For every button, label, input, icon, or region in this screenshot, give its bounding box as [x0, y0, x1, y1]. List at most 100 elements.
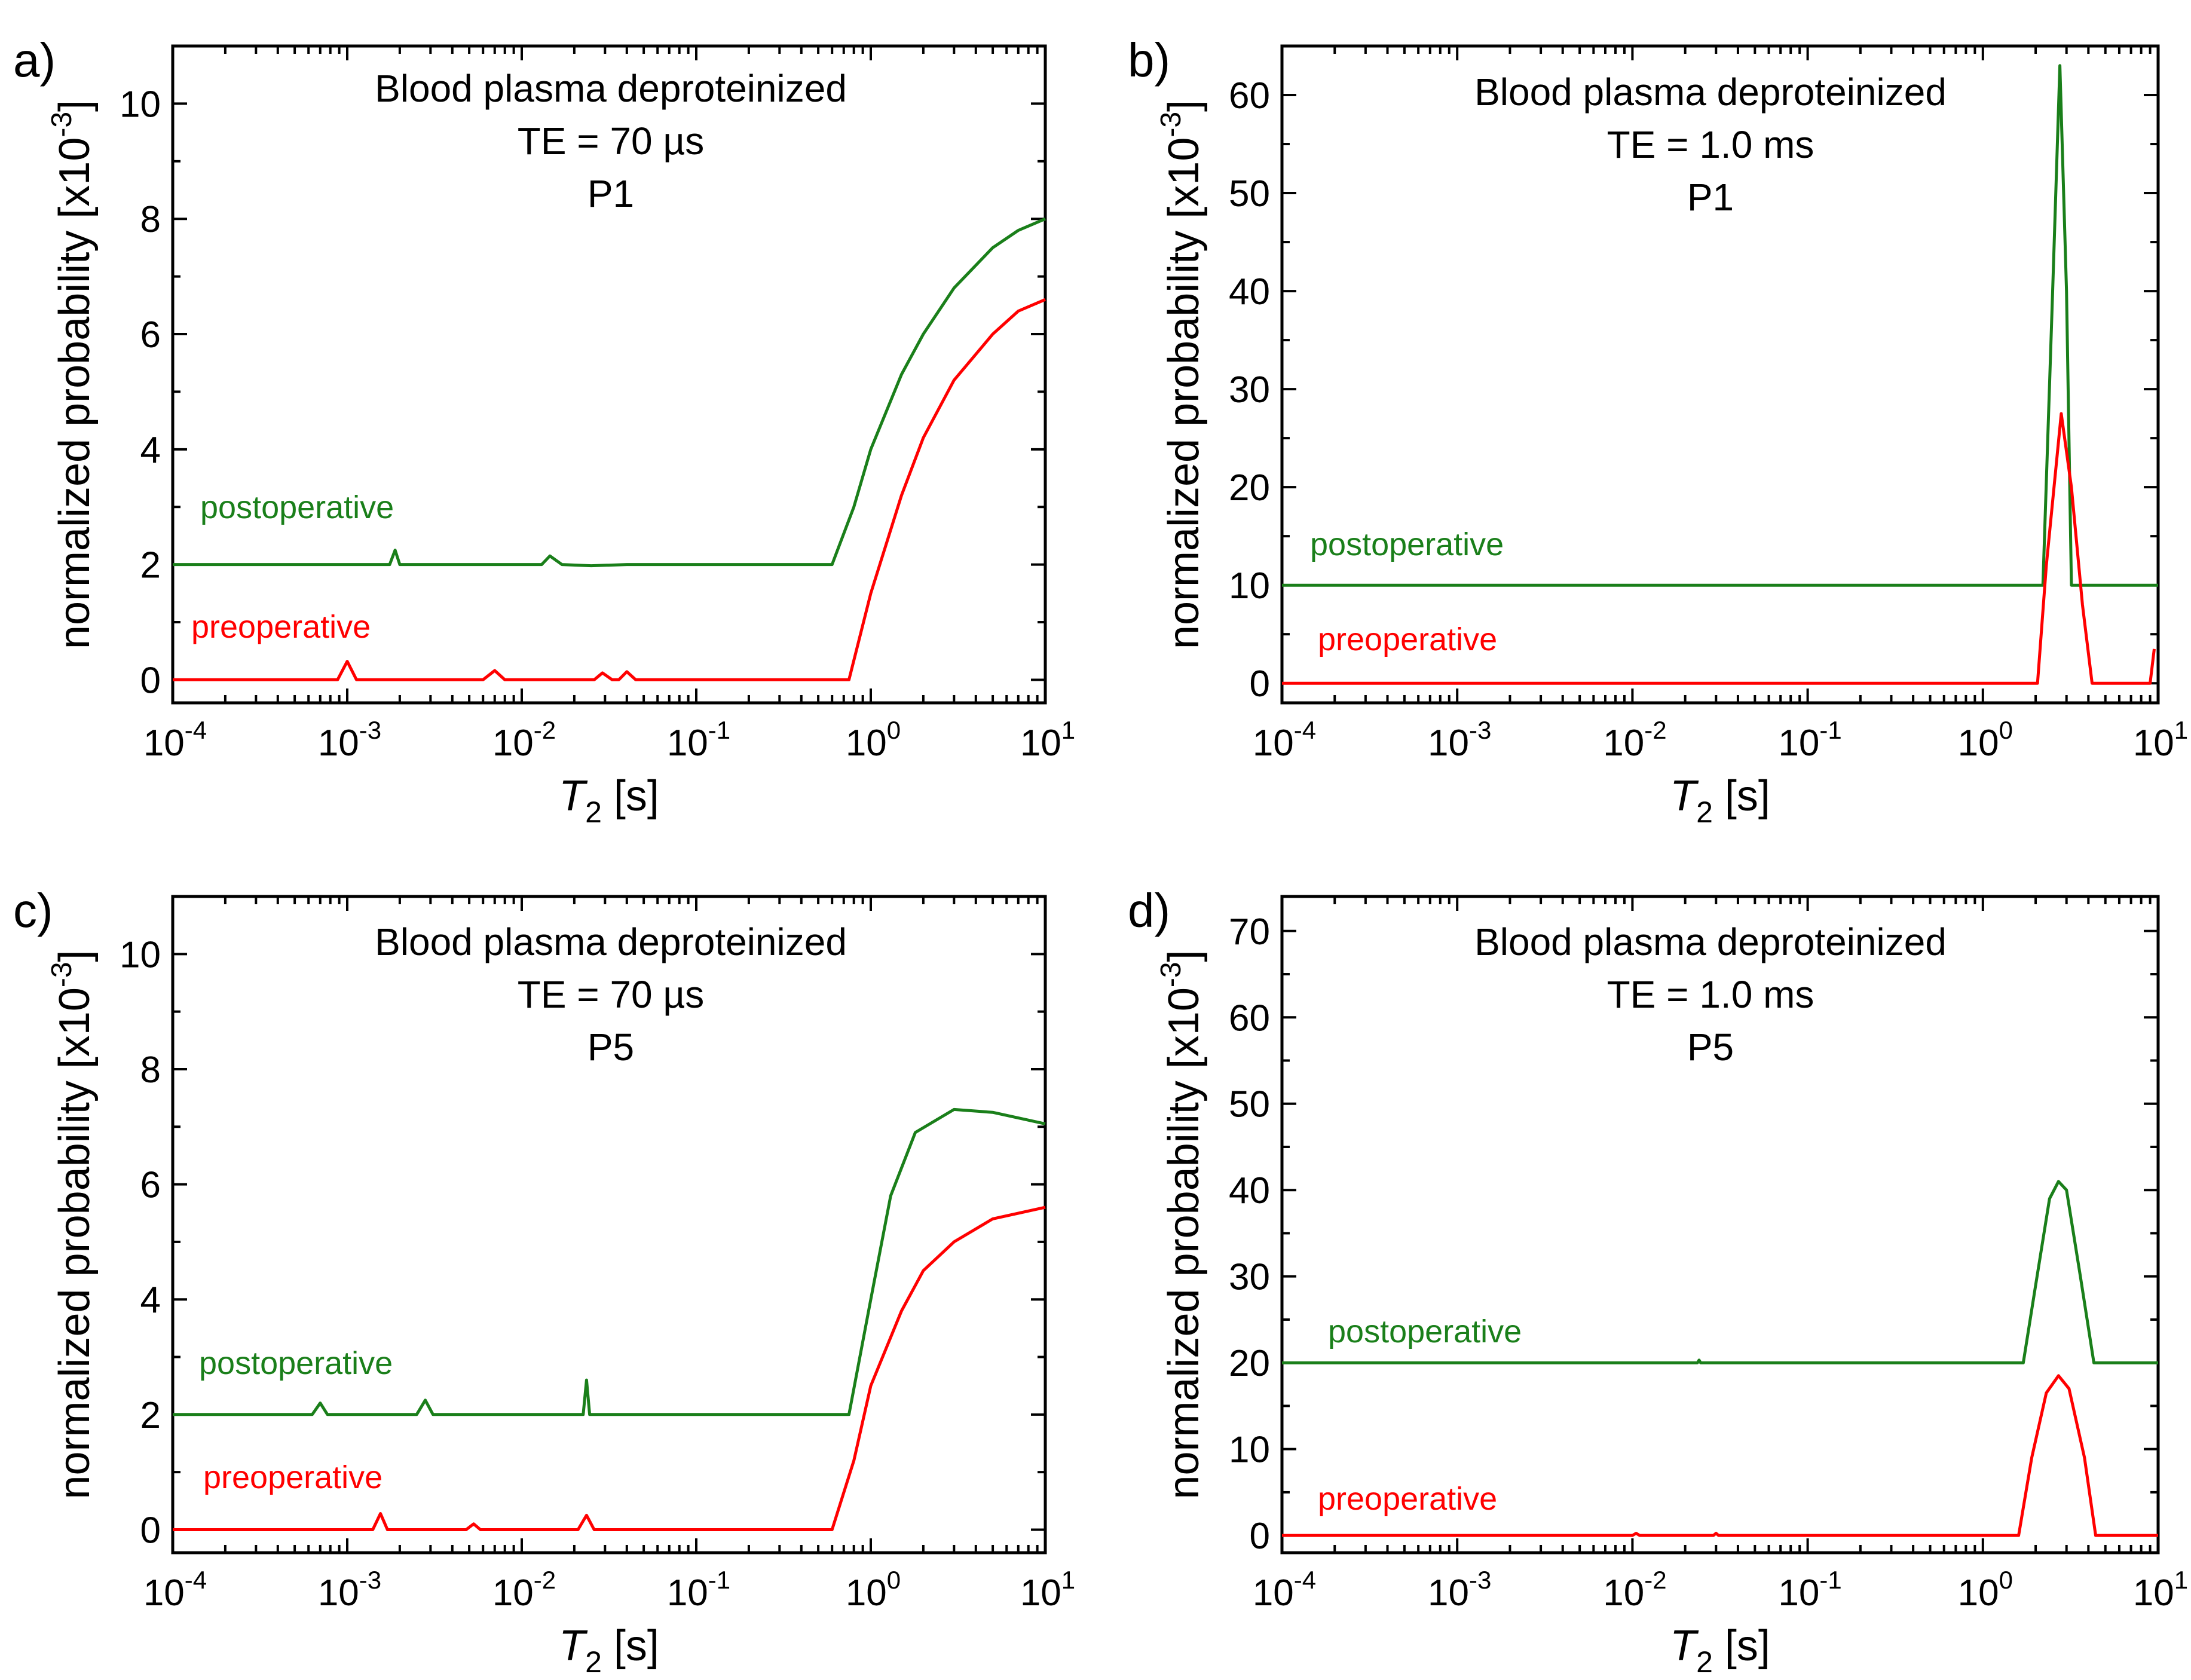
x-tick-label: 10-3 [1428, 716, 1491, 764]
panel-label: d) [1128, 884, 1170, 937]
y-axis-label: normalized probability [x10-3] [1155, 100, 1208, 649]
x-axis-label: T2 [s] [559, 772, 659, 829]
series-label-preoperative: preoperative [1318, 1481, 1497, 1517]
panel-title-line: Blood plasma deproteinized [375, 920, 847, 963]
x-tick-label: 100 [846, 716, 901, 764]
series-line-preoperative [173, 298, 1046, 681]
panel-title-line: P5 [587, 1026, 634, 1069]
series-label-preoperative: preoperative [203, 1459, 382, 1495]
y-tick-label: 40 [1229, 271, 1270, 313]
panel-title-line: TE = 1.0 ms [1607, 123, 1814, 166]
y-tick-label: 60 [1229, 75, 1270, 117]
y-tick-label: 4 [140, 430, 161, 471]
x-axis-label: T2 [s] [1670, 1622, 1770, 1679]
y-tick-label: 0 [140, 660, 161, 701]
y-tick-label: 0 [140, 1510, 161, 1551]
x-tick-label: 10-1 [667, 1566, 730, 1614]
y-tick-label: 20 [1229, 467, 1270, 509]
series-label-postoperative: postoperative [199, 1345, 393, 1381]
series-label-postoperative: postoperative [1328, 1314, 1522, 1349]
x-axis-label: T2 [s] [1670, 772, 1770, 829]
x-tick-label: 10-1 [1778, 716, 1841, 764]
panel-title-line: P1 [1687, 176, 1734, 219]
x-tick-label: 101 [2133, 716, 2188, 764]
x-ticks [1281, 46, 2159, 703]
panel-title-line: Blood plasma deproteinized [375, 67, 847, 110]
y-tick-label: 8 [140, 1049, 161, 1091]
y-tick-label: 8 [140, 199, 161, 240]
y-tick-label: 0 [1250, 1516, 1270, 1557]
panel-title-line: Blood plasma deproteinized [1474, 71, 1947, 114]
y-ticks [1282, 929, 2158, 1537]
plot-frame [171, 895, 1047, 1554]
x-tick-label: 100 [1958, 1566, 2013, 1614]
series-line-preoperative [1282, 1374, 2158, 1537]
panel-d: 10-4 10-3 10-2 10-1 100 101010203040506070T2 … [1128, 884, 2188, 1679]
panel-title-line: P5 [1687, 1026, 1734, 1069]
y-tick-label: 6 [140, 1165, 161, 1206]
x-tick-label: 100 [1958, 716, 2013, 764]
y-tick-label: 10 [120, 84, 161, 125]
series-line-preoperative [173, 1205, 1046, 1531]
panel-title-line: P1 [587, 172, 634, 215]
panel-a: 10-4 10-3 10-2 10-1 100 101 0 2 4 6 8 10 T2 [s] norma… [13, 33, 1075, 829]
y-tick-label: 20 [1229, 1343, 1270, 1384]
x-tick-label: 100 [846, 1566, 901, 1614]
x-tick-label: 10-2 [492, 1566, 556, 1614]
x-tick-label: 10-3 [1428, 1566, 1491, 1614]
y-tick-label: 10 [1229, 1430, 1270, 1471]
x-ticks [172, 46, 1046, 703]
panel-label: c) [13, 884, 53, 937]
y-axis-label: normalized probability [x10-3] [46, 950, 99, 1499]
x-ticks [172, 896, 1046, 1553]
x-tick-label: 10-2 [1603, 1566, 1666, 1614]
x-axis-label: T2 [s] [559, 1622, 659, 1679]
series-line-preoperative [1282, 412, 2156, 685]
series-line-postoperative [173, 217, 1046, 568]
panel-title-line: TE = 70 µs [518, 120, 705, 163]
x-tick-label: 10-4 [1253, 1566, 1316, 1614]
series-line-postoperative [173, 1107, 1046, 1416]
y-tick-label: 0 [1250, 663, 1270, 705]
x-tick-label: 10-3 [318, 1566, 381, 1614]
panel-label: b) [1128, 33, 1170, 87]
series-line-postoperative [1282, 1180, 2158, 1364]
x-ticks [1281, 896, 2159, 1553]
y-tick-label: 6 [140, 314, 161, 356]
x-tick-label: 10-4 [143, 1566, 207, 1614]
y-tick-label: 4 [140, 1280, 161, 1321]
x-tick-label: 101 [1020, 1566, 1075, 1614]
panel-label: a) [13, 33, 56, 87]
series-label-postoperative: postoperative [1310, 527, 1504, 562]
y-tick-label: 70 [1229, 911, 1270, 953]
panel-title-line: Blood plasma deproteinized [1474, 920, 1947, 963]
y-ticks [173, 953, 1045, 1531]
panel-c: 10-4 10-3 10-2 10-1 100 101 0 2 4 6 8 10 T2 [s] norma… [13, 884, 1075, 1679]
x-tick-label: 10-1 [1778, 1566, 1841, 1614]
series-label-preoperative: preoperative [1318, 622, 1497, 657]
y-tick-label: 10 [1229, 565, 1270, 607]
x-tick-label: 10-3 [318, 716, 381, 764]
x-tick-label: 10-2 [492, 716, 556, 764]
y-axis-label: normalized probability [x10-3] [46, 100, 99, 649]
x-tick-label: 10-1 [667, 716, 730, 764]
plot-frame [171, 44, 1047, 705]
panel-title-line: TE = 70 µs [518, 973, 705, 1016]
y-tick-label: 40 [1229, 1170, 1270, 1211]
panel-title-line: TE = 1.0 ms [1607, 973, 1814, 1016]
x-tick-label: 101 [2133, 1566, 2188, 1614]
y-tick-label: 60 [1229, 997, 1270, 1039]
y-tick-label: 2 [140, 1395, 161, 1436]
plot-frame [1280, 44, 2160, 705]
y-tick-label: 10 [120, 934, 161, 975]
y-tick-label: 50 [1229, 1084, 1270, 1125]
series-label-postoperative: postoperative [200, 489, 394, 525]
plot-frame [1280, 895, 2160, 1554]
x-tick-label: 10-4 [1253, 716, 1316, 764]
series-line-postoperative [1282, 64, 2158, 587]
x-tick-label: 10-2 [1603, 716, 1666, 764]
x-tick-label: 101 [1020, 716, 1075, 764]
y-axis-label: normalized probability [x10-3] [1155, 950, 1208, 1499]
